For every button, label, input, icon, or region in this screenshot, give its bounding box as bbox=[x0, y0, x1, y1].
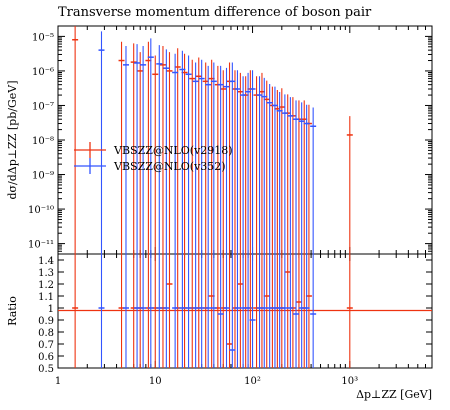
series-1 bbox=[98, 31, 317, 254]
ratio-layer bbox=[72, 254, 353, 368]
ratio-tick-label: 1 bbox=[48, 304, 54, 315]
x-tick-label: 10³ bbox=[341, 376, 358, 387]
main-y-ticks: 10⁻⁵ 10⁻⁶ 10⁻⁷ 10⁻⁸ 10⁻⁹ 10⁻¹⁰ 10⁻¹¹ bbox=[28, 25, 432, 255]
y-tick-label: 10⁻¹¹ bbox=[28, 240, 54, 251]
legend-label-v352: VBSZZ@NLO(v352) bbox=[113, 160, 226, 173]
ratio-tick-label: 1.2 bbox=[38, 280, 54, 291]
y-tick-label: 10⁻⁶ bbox=[32, 67, 54, 78]
ratio-tick-label: 0.5 bbox=[38, 364, 54, 375]
legend-label-v2918: VBSZZ@NLO(v2918) bbox=[113, 144, 233, 157]
x-tick-label: 10² bbox=[244, 376, 261, 387]
ratio-tick-label: 1.4 bbox=[38, 256, 54, 267]
main-plot-frame bbox=[57, 25, 433, 255]
legend-entry-v2918: VBSZZ@NLO(v2918) bbox=[74, 142, 233, 158]
chart-title: Transverse momentum difference of boson … bbox=[58, 5, 372, 20]
y-tick-label: 10⁻⁸ bbox=[32, 136, 54, 147]
y-tick-label: 10⁻⁵ bbox=[32, 32, 54, 43]
series-0 bbox=[72, 26, 353, 254]
x-tick-label: 1 bbox=[55, 376, 61, 387]
x-axis-label: Δp⊥ZZ [GeV] bbox=[356, 388, 432, 401]
ratio-tick-label: 1.3 bbox=[38, 268, 54, 279]
ratio-y-ticks: 0.50.60.70.80.911.11.21.31.4 bbox=[38, 256, 432, 375]
y-tick-label: 10⁻⁹ bbox=[32, 171, 54, 182]
ratio-tick-label: 0.7 bbox=[38, 340, 54, 351]
series-layer bbox=[72, 26, 353, 254]
ratio-tick-label: 0.8 bbox=[38, 328, 54, 339]
y-tick-label: 10⁻⁷ bbox=[32, 101, 54, 112]
ratio-tick-label: 1.1 bbox=[38, 292, 54, 303]
ratio-tick-label: 0.6 bbox=[38, 352, 54, 363]
legend: VBSZZ@NLO(v2918) VBSZZ@NLO(v352) bbox=[74, 142, 233, 174]
ratio-series-1 bbox=[98, 254, 317, 368]
ratio-axis-label: Ratio bbox=[6, 296, 19, 326]
ratio-tick-label: 0.9 bbox=[38, 316, 54, 327]
legend-entry-v352: VBSZZ@NLO(v352) bbox=[74, 158, 226, 174]
x-tick-label: 10 bbox=[149, 376, 162, 387]
y-tick-label: 10⁻¹⁰ bbox=[28, 205, 54, 216]
y-axis-label: dσ/dΔp⊥ZZ [pb/GeV] bbox=[6, 80, 19, 199]
